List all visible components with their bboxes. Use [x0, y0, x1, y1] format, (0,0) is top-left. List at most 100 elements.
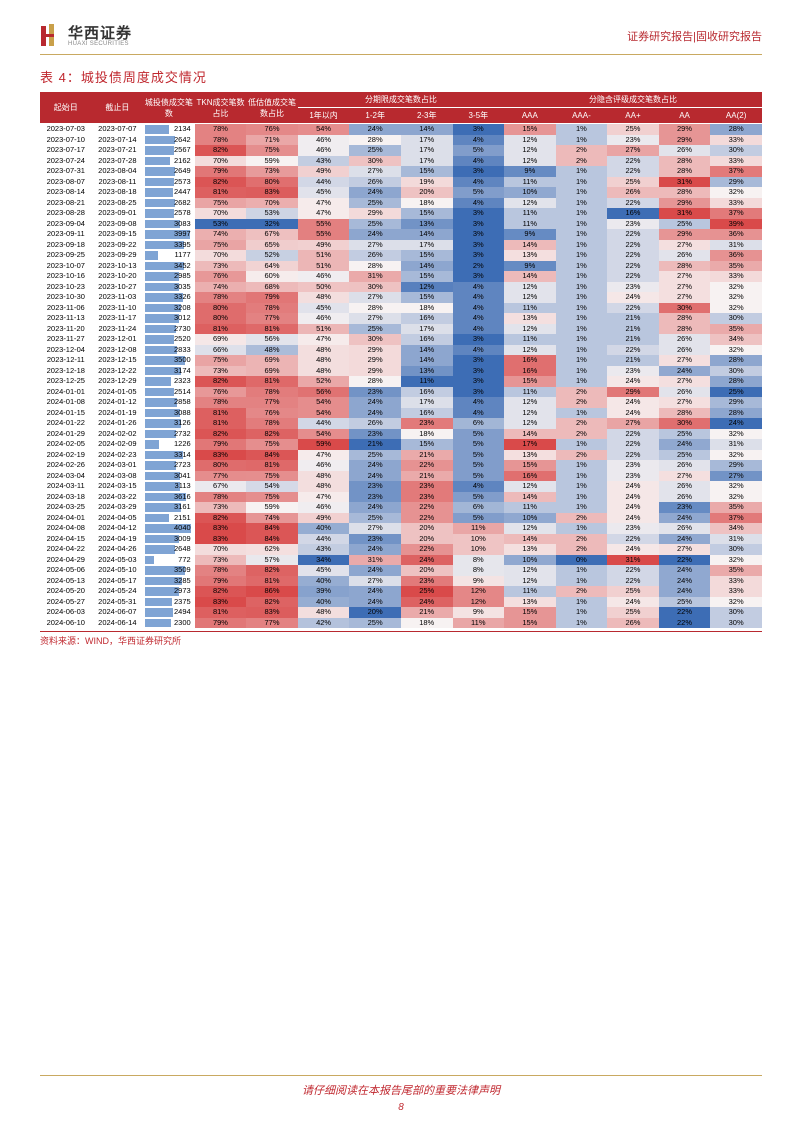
- cell-y1: 47%: [298, 492, 350, 503]
- table-row: 2023-07-312023-08-04264979%73%49%27%15%3…: [40, 166, 762, 177]
- cell-aaa: 12%: [504, 145, 556, 156]
- cell-start: 2023-12-04: [40, 345, 92, 356]
- cell-vol: 2858: [143, 397, 195, 408]
- cell-aa: 25%: [659, 450, 711, 461]
- cell-aap: 21%: [607, 324, 659, 335]
- cell-y23: 11%: [401, 376, 453, 387]
- cell-vol: 2578: [143, 208, 195, 219]
- cell-vol: 2682: [143, 198, 195, 209]
- cell-y23: 13%: [401, 366, 453, 377]
- cell-vol: 2730: [143, 324, 195, 335]
- cell-vol: 2833: [143, 345, 195, 356]
- cell-aa2: 34%: [710, 523, 762, 534]
- cell-tkn: 73%: [195, 261, 247, 272]
- cell-low: 83%: [246, 187, 298, 198]
- cell-aaa_: 1%: [556, 376, 608, 387]
- cell-y1: 45%: [298, 187, 350, 198]
- cell-vol: 3452: [143, 261, 195, 272]
- cell-y35: 3%: [453, 240, 505, 251]
- column-header: AA(2): [710, 108, 762, 124]
- cell-y23: 20%: [401, 565, 453, 576]
- cell-aaa: 11%: [504, 177, 556, 188]
- cell-aaa_: 1%: [556, 366, 608, 377]
- cell-start: 2024-05-20: [40, 586, 92, 597]
- table-row: 2024-03-112024-03-15311367%54%48%23%23%4…: [40, 481, 762, 492]
- cell-aaa_: 1%: [556, 460, 608, 471]
- cell-aaa: 15%: [504, 376, 556, 387]
- cell-aa: 24%: [659, 565, 711, 576]
- cell-end: 2023-07-28: [92, 156, 144, 167]
- cell-y1: 54%: [298, 397, 350, 408]
- cell-y12: 25%: [349, 450, 401, 461]
- cell-tkn: 79%: [195, 576, 247, 587]
- cell-y1: 54%: [298, 124, 350, 135]
- cell-y23: 17%: [401, 135, 453, 146]
- cell-start: 2024-01-08: [40, 397, 92, 408]
- cell-y12: 29%: [349, 366, 401, 377]
- table-row: 2023-08-072023-08-11257382%80%44%26%19%4…: [40, 177, 762, 188]
- cell-tkn: 82%: [195, 429, 247, 440]
- cell-aaa_: 1%: [556, 334, 608, 345]
- cell-aaa_: 1%: [556, 502, 608, 513]
- cell-tkn: 81%: [195, 408, 247, 419]
- cell-low: 81%: [246, 576, 298, 587]
- cell-aaa: 11%: [504, 219, 556, 230]
- cell-end: 2024-01-19: [92, 408, 144, 419]
- cell-end: 2024-01-12: [92, 397, 144, 408]
- cell-y35: 3%: [453, 334, 505, 345]
- cell-y35: 3%: [453, 250, 505, 261]
- cell-start: 2023-11-13: [40, 313, 92, 324]
- cell-y1: 47%: [298, 450, 350, 461]
- cell-low: 81%: [246, 460, 298, 471]
- cell-y12: 23%: [349, 481, 401, 492]
- cell-y35: 12%: [453, 586, 505, 597]
- cell-start: 2024-03-25: [40, 502, 92, 513]
- cell-y23: 24%: [401, 555, 453, 566]
- cell-tkn: 79%: [195, 439, 247, 450]
- cell-y23: 15%: [401, 439, 453, 450]
- cell-y1: 51%: [298, 261, 350, 272]
- cell-y12: 27%: [349, 240, 401, 251]
- cell-aa2: 32%: [710, 292, 762, 303]
- cell-y12: 27%: [349, 292, 401, 303]
- cell-y35: 4%: [453, 481, 505, 492]
- cell-tkn: 82%: [195, 376, 247, 387]
- cell-aa2: 30%: [710, 313, 762, 324]
- cell-aa: 27%: [659, 397, 711, 408]
- cell-tkn: 78%: [195, 135, 247, 146]
- cell-y1: 47%: [298, 208, 350, 219]
- logo-cn: 华西证券: [68, 26, 132, 41]
- cell-start: 2024-03-04: [40, 471, 92, 482]
- cell-y1: 54%: [298, 408, 350, 419]
- cell-end: 2023-10-20: [92, 271, 144, 282]
- cell-aaa: 15%: [504, 124, 556, 135]
- cell-aa: 28%: [659, 324, 711, 335]
- cell-y35: 8%: [453, 565, 505, 576]
- cell-y23: 21%: [401, 450, 453, 461]
- table-row: 2023-11-272023-12-01252069%56%47%30%16%3…: [40, 334, 762, 345]
- cell-low: 77%: [246, 313, 298, 324]
- cell-aaa_: 2%: [556, 397, 608, 408]
- cell-aap: 22%: [607, 450, 659, 461]
- cell-tkn: 70%: [195, 156, 247, 167]
- cell-aaa_: 1%: [556, 282, 608, 293]
- cell-y23: 15%: [401, 250, 453, 261]
- table-row: 2024-02-052024-02-09122679%75%59%21%15%5…: [40, 439, 762, 450]
- cell-aa: 25%: [659, 597, 711, 608]
- cell-aa: 31%: [659, 208, 711, 219]
- cell-low: 57%: [246, 555, 298, 566]
- column-header: 截止日: [92, 92, 144, 124]
- cell-tkn: 69%: [195, 334, 247, 345]
- cell-aa: 27%: [659, 355, 711, 366]
- cell-low: 84%: [246, 534, 298, 545]
- cell-end: 2024-01-26: [92, 418, 144, 429]
- cell-start: 2023-07-10: [40, 135, 92, 146]
- cell-tkn: 74%: [195, 229, 247, 240]
- cell-aap: 22%: [607, 229, 659, 240]
- cell-y35: 4%: [453, 292, 505, 303]
- cell-y35: 4%: [453, 177, 505, 188]
- cell-y12: 30%: [349, 334, 401, 345]
- cell-y35: 11%: [453, 618, 505, 629]
- cell-end: 2023-07-07: [92, 124, 144, 135]
- cell-aa: 30%: [659, 303, 711, 314]
